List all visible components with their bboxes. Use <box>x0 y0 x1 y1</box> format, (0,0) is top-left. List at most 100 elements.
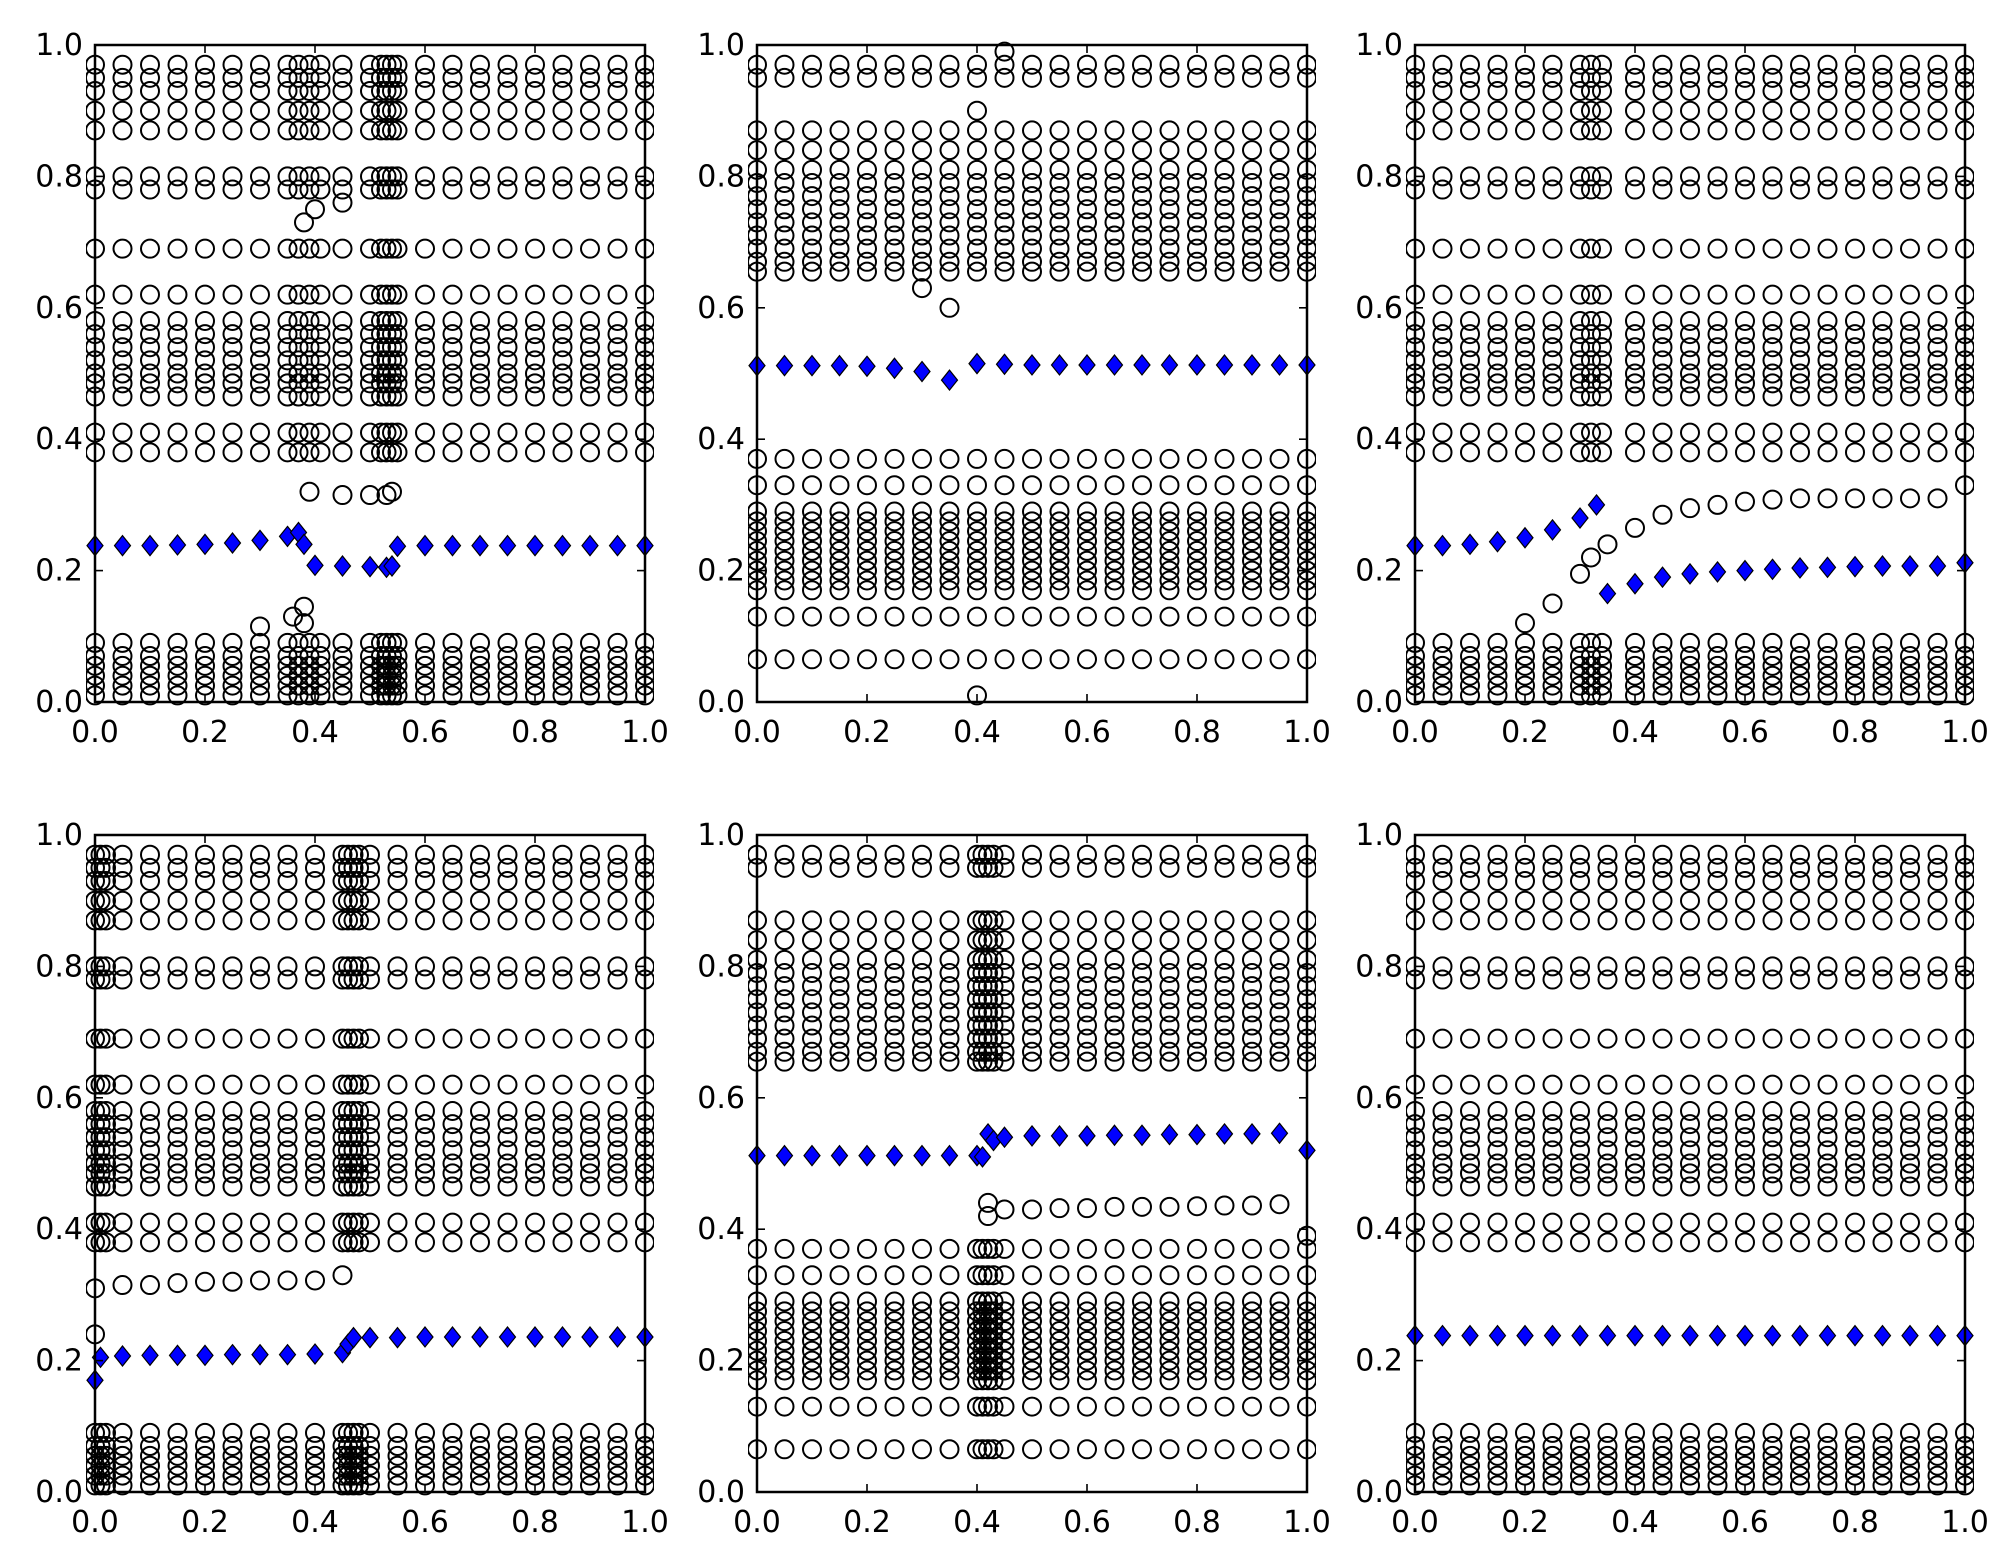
circle-point <box>1214 1028 1235 1049</box>
circle-point <box>1762 67 1783 88</box>
circle-point <box>1432 910 1453 931</box>
circle-point <box>332 1455 353 1476</box>
circle-point <box>983 1265 1004 1286</box>
circle-point <box>167 1475 188 1496</box>
circle-point <box>1487 969 1508 990</box>
circle-point <box>382 310 402 331</box>
circle-point <box>525 890 545 911</box>
circle-point <box>552 1475 573 1496</box>
circle-point <box>371 166 391 187</box>
circle-point <box>912 649 932 670</box>
circle-point <box>552 1465 573 1486</box>
circle-point <box>972 1291 993 1312</box>
circle-point <box>442 1114 463 1135</box>
circle-point <box>338 1475 358 1496</box>
circle-point <box>972 989 993 1010</box>
circle-point <box>1762 1232 1783 1253</box>
circle-point <box>1104 844 1125 865</box>
circle-point <box>1790 1140 1810 1161</box>
diamond-point <box>913 360 931 383</box>
circle-point <box>1652 956 1673 977</box>
circle-point <box>387 363 408 384</box>
circle-point <box>382 324 402 345</box>
circle-point <box>1570 646 1590 667</box>
circle-point <box>1845 100 1865 121</box>
circle-point <box>382 363 402 384</box>
circle-point <box>774 1340 795 1361</box>
circle-point <box>96 1163 116 1184</box>
circle-point <box>470 1422 490 1443</box>
circle-point <box>1269 475 1290 496</box>
diamond-point <box>1598 582 1617 605</box>
circle-point <box>277 1153 298 1174</box>
circle-point <box>1762 1465 1783 1486</box>
circle-point <box>857 54 877 75</box>
circle-point <box>288 284 309 305</box>
circle-point <box>802 140 822 161</box>
y-tick-label: 0.2 <box>697 1344 745 1379</box>
circle-point <box>140 646 160 667</box>
circle-point <box>774 550 795 571</box>
circle-point <box>1927 310 1948 331</box>
circle-point <box>1625 665 1645 686</box>
circle-point <box>1214 172 1235 193</box>
circle-point <box>1077 1041 1097 1062</box>
circle-point <box>939 172 960 193</box>
circle-point <box>978 1370 998 1391</box>
circle-point <box>1817 844 1838 865</box>
circle-point <box>442 1153 463 1174</box>
circle-point <box>1022 531 1042 552</box>
circle-point <box>1022 949 1042 970</box>
circle-point <box>1817 166 1838 187</box>
circle-point <box>1762 646 1783 667</box>
circle-point <box>829 976 850 997</box>
circle-point <box>552 324 573 345</box>
circle-point <box>140 54 160 75</box>
circle-point <box>277 337 298 358</box>
circle-point <box>1625 1176 1645 1197</box>
circle-point <box>250 1163 270 1184</box>
diamond-point <box>141 1344 159 1367</box>
circle-point <box>967 1370 987 1391</box>
circle-point <box>525 1114 545 1135</box>
circle-point <box>338 956 358 977</box>
circle-point <box>140 1475 160 1496</box>
circle-point <box>1845 956 1865 977</box>
circle-point <box>332 1465 353 1486</box>
circle-point <box>912 1360 932 1381</box>
circle-point <box>1077 251 1097 272</box>
circle-point <box>1680 166 1700 187</box>
circle-point <box>1132 251 1152 272</box>
circle-point <box>1104 261 1125 282</box>
circle-point <box>1900 632 1920 653</box>
circle-point <box>1515 1114 1535 1135</box>
circle-point <box>994 41 1015 62</box>
circle-point <box>1542 350 1563 371</box>
circle-point <box>1460 324 1480 345</box>
circle-point <box>305 969 325 990</box>
circle-point <box>195 386 215 407</box>
circle-point <box>1214 540 1235 561</box>
circle-point <box>90 857 111 878</box>
circle-point <box>1460 1163 1480 1184</box>
circle-point <box>967 989 987 1010</box>
circle-point <box>1214 949 1235 970</box>
circle-point <box>1790 373 1810 394</box>
circle-point <box>1680 310 1700 331</box>
circle-point <box>884 962 905 983</box>
circle-point <box>1817 646 1838 667</box>
circle-point <box>1022 989 1042 1010</box>
circle-point <box>1900 956 1920 977</box>
circle-point <box>1022 67 1042 88</box>
circle-point <box>1790 1465 1810 1486</box>
circle-point <box>912 261 932 282</box>
circle-point <box>1680 1153 1700 1174</box>
circle-point <box>442 844 463 865</box>
circle-point <box>415 1163 435 1184</box>
diamond-point <box>168 534 187 556</box>
circle-point <box>1872 363 1893 384</box>
circle-point <box>167 857 188 878</box>
circle-point <box>884 1311 905 1332</box>
circle-point <box>802 54 822 75</box>
circle-point <box>195 1422 215 1443</box>
